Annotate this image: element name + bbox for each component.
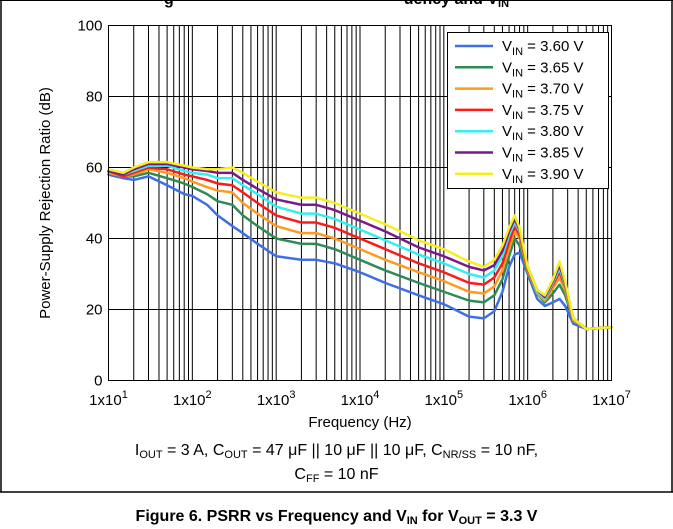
caption-cout-subscript: OUT	[224, 449, 248, 461]
x-tick-label: 1x103	[257, 389, 296, 409]
caption-cnr-subscript: NR/SS	[442, 449, 477, 461]
figure-title-post: = 3.3 V	[481, 508, 538, 525]
caption-cout-symbol: C	[212, 442, 225, 459]
legend-label-1: VIN = 3.60 V	[502, 38, 583, 58]
figure-title-mid: for V	[417, 508, 459, 525]
series-line-1	[107, 173, 613, 331]
caption-iout-value: = 3 A,	[162, 442, 213, 459]
caption-iout-subscript: OUT	[139, 449, 163, 461]
x-tick-label: 1x101	[89, 389, 128, 409]
plot-area-border	[108, 25, 612, 381]
y-tick-label: 20	[86, 302, 103, 319]
caption-line-2: CFF = 10 nF	[0, 466, 673, 485]
series-line-7	[107, 160, 613, 331]
caption-cnr-value: = 10 nF,	[476, 442, 539, 459]
chart-series-layer	[107, 160, 613, 331]
legend-label-3: VIN = 3.70 V	[502, 81, 583, 101]
caption-cff-subscript: FF	[305, 473, 320, 485]
series-line-2	[107, 171, 613, 331]
legend-label-2: VIN = 3.65 V	[502, 59, 583, 79]
caption-cff-value: = 10 nF	[319, 466, 379, 483]
y-tick-label: 40	[86, 231, 103, 248]
y-tick-label: 80	[86, 89, 103, 106]
y-tick-label: 60	[86, 160, 103, 177]
x-tick-label: 1x102	[173, 389, 212, 409]
x-tick-label: 1x107	[592, 389, 631, 409]
x-axis-label: Frequency (Hz)	[308, 414, 411, 431]
page-top-title-sub: IN	[498, 0, 510, 10]
figure-title-sub-in: IN	[406, 515, 418, 527]
x-tick-label: 1x106	[508, 389, 547, 409]
figure-title: Figure 6. PSRR vs Frequency and VIN for …	[0, 508, 673, 527]
caption-iout-symbol: I	[134, 442, 140, 459]
y-tick-label: 100	[77, 18, 102, 35]
caption-line-1: IOUT = 3 A, COUT = 47 μF || 10 μF || 10 …	[0, 442, 673, 461]
legend-label-6: VIN = 3.85 V	[502, 145, 583, 165]
x-tick-labels: 1x101 1x102 1x103 1x104 1x105 1x106 1x107	[89, 389, 631, 409]
caption-cnr-symbol: C	[431, 442, 443, 459]
x-tick-label: 1x105	[425, 389, 464, 409]
page-top-title-pre: g	[164, 0, 174, 8]
y-axis-label: Power-Supply Rejection Ratio (dB)	[37, 87, 54, 319]
caption-cff-symbol: C	[294, 466, 306, 483]
y-tick-label: 0	[94, 373, 102, 390]
page-top-title: g uency and VIN	[0, 0, 673, 10]
y-tick-labels: 0 20 40 60 80 100	[77, 18, 102, 390]
figure-title-pre: Figure 6. PSRR vs Frequency and V	[135, 508, 407, 525]
x-tick-label: 1x104	[341, 389, 380, 409]
legend-label-4: VIN = 3.75 V	[502, 102, 583, 122]
page-top-title-mid: uency and V	[404, 0, 498, 8]
caption-cout-value: = 47 μF || 10 μF || 10 μF,	[247, 442, 432, 459]
figure-title-sub-out: OUT	[458, 515, 482, 527]
legend-label-5: VIN = 3.80 V	[502, 123, 583, 143]
legend-label-7: VIN = 3.90 V	[502, 166, 583, 186]
